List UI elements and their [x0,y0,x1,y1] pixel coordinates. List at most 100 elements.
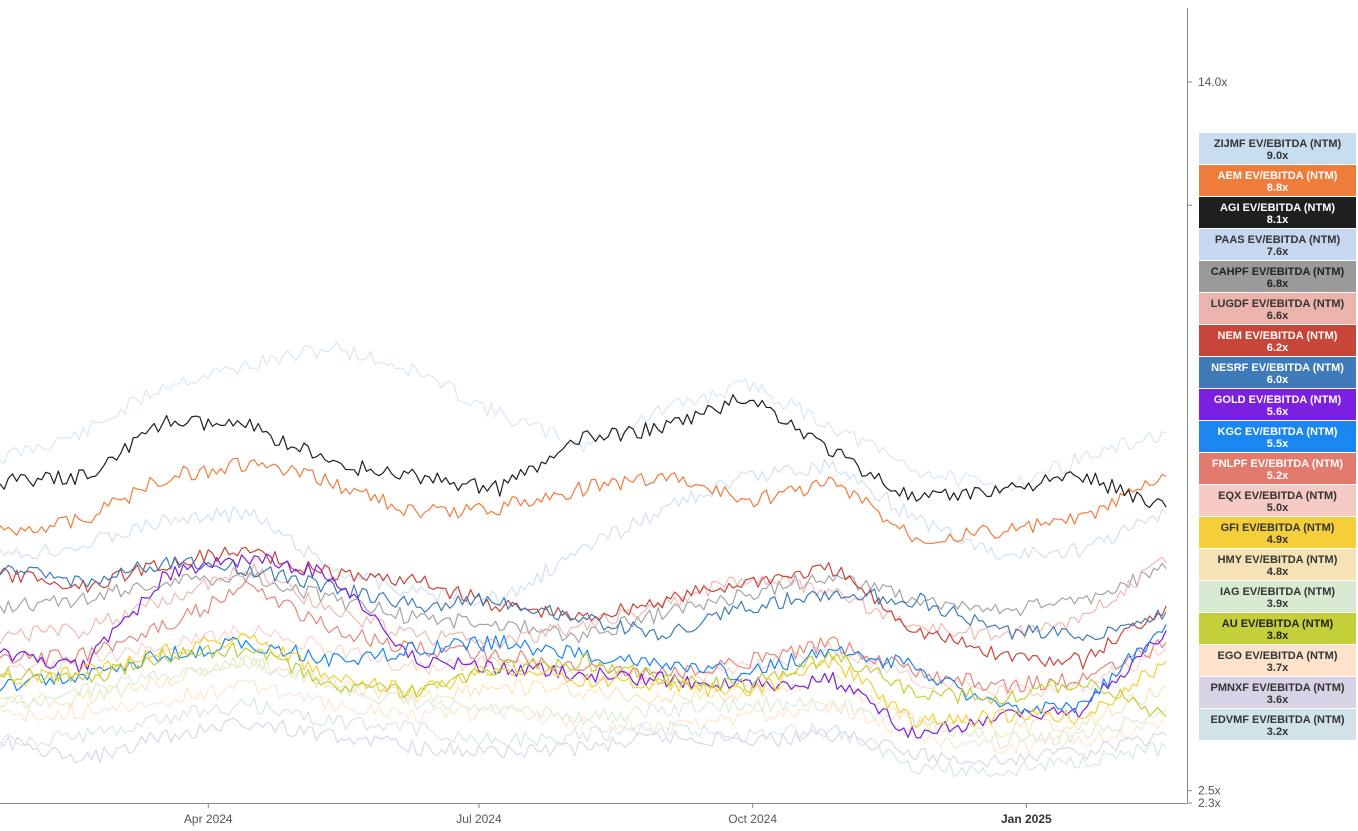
legend-series-name: PMNXF EV/EBITDA (NTM) [1210,682,1344,694]
legend-swatch [1199,549,1356,580]
legend-item-eqx[interactable]: EQX EV/EBITDA (NTM)5.0x [1199,485,1356,516]
series-line-au [0,642,1167,718]
legend-swatch [1199,229,1356,260]
legend-series-name: CAHPF EV/EBITDA (NTM) [1211,266,1345,278]
legend-item-fnlpf[interactable]: FNLPF EV/EBITDA (NTM)5.2x [1199,453,1356,484]
legend-series-value: 6.2x [1267,342,1289,354]
legend-swatch [1199,325,1356,356]
series-line-pmnxf [0,717,1167,768]
legend-swatch [1199,677,1356,708]
series-line-gfi [0,632,1167,728]
x-tick-label: Jul 2024 [456,812,502,826]
series-line-lugdf [0,556,1167,650]
legend-series-value: 8.1x [1267,214,1289,226]
legend-swatch [1199,645,1356,676]
legend-item-nem[interactable]: NEM EV/EBITDA (NTM)6.2x [1199,325,1356,356]
legend-swatch [1199,517,1356,548]
legend-swatch [1199,421,1356,452]
legend-series-name: EGO EV/EBITDA (NTM) [1218,650,1338,662]
legend-series-name: AEM EV/EBITDA (NTM) [1218,170,1338,182]
series-line-nem [0,546,1167,670]
legend-series-name: IAG EV/EBITDA (NTM) [1220,586,1335,598]
legend-swatch [1199,389,1356,420]
series-line-paas [0,458,1167,608]
legend-series-name: KGC EV/EBITDA (NTM) [1218,426,1338,438]
legend-item-iag[interactable]: IAG EV/EBITDA (NTM)3.9x [1199,581,1356,612]
legend-swatch [1199,453,1356,484]
series-line-fnlpf [0,580,1167,694]
legend-item-agi[interactable]: AGI EV/EBITDA (NTM)8.1x [1199,197,1356,228]
y-tick-label: 2.3x [1198,796,1221,810]
legend-series-name: EQX EV/EBITDA (NTM) [1218,490,1337,502]
legend-series-value: 3.2x [1267,726,1289,738]
legend-series-value: 4.8x [1267,566,1289,578]
x-axis-ticks: Apr 2024 Jul 2024 Oct 2024 Jan 2025 [184,803,1052,826]
legend-series-value: 5.2x [1267,470,1289,482]
legend-item-hmy[interactable]: HMY EV/EBITDA (NTM)4.8x [1199,549,1356,580]
x-tick-label: Apr 2024 [184,812,233,826]
series-line-agi [0,394,1167,509]
legend-series-name: NESRF EV/EBITDA (NTM) [1211,362,1344,374]
legend-swatch [1199,293,1356,324]
legend-series-value: 3.7x [1267,662,1289,674]
legend-swatch [1199,133,1356,164]
series-line-eqx [0,624,1167,699]
legend-series-value: 3.8x [1267,630,1289,642]
y-tick-label: 14.0x [1198,75,1227,89]
legend-series-name: AU EV/EBITDA (NTM) [1222,618,1334,630]
legend-series-name: GOLD EV/EBITDA (NTM) [1214,394,1342,406]
legend-series-name: PAAS EV/EBITDA (NTM) [1215,234,1341,246]
legend-swatch [1199,709,1356,740]
series-line-edvmf [0,697,1167,778]
series-lines [0,341,1167,778]
legend-item-cahpf[interactable]: CAHPF EV/EBITDA (NTM)6.8x [1199,261,1356,292]
x-tick-label: Oct 2024 [728,812,777,826]
legend-series-value: 5.5x [1267,438,1289,450]
legend-series-value: 5.0x [1267,502,1289,514]
x-tick-label: Jan 2025 [1001,812,1052,826]
legend-item-gold[interactable]: GOLD EV/EBITDA (NTM)5.6x [1199,389,1356,420]
legend-item-aem[interactable]: AEM EV/EBITDA (NTM)8.8x [1199,165,1356,196]
y-tick-label: 2.5x [1198,784,1221,798]
series-line-ego [0,679,1167,754]
legend-series-name: ZIJMF EV/EBITDA (NTM) [1214,138,1342,150]
legend-series-value: 9.0x [1267,150,1289,162]
legend-series-name: AGI EV/EBITDA (NTM) [1220,202,1335,214]
series-line-iag [0,656,1167,749]
legend-series-name: HMY EV/EBITDA (NTM) [1218,554,1338,566]
legend-series-value: 5.6x [1267,406,1289,418]
legend-swatch [1199,357,1356,388]
legend-item-paas[interactable]: PAAS EV/EBITDA (NTM)7.6x [1199,229,1356,260]
legend-series-value: 6.8x [1267,278,1289,290]
legend-swatch [1199,581,1356,612]
legend-item-pmnxf[interactable]: PMNXF EV/EBITDA (NTM)3.6x [1199,677,1356,708]
legend-swatch [1199,485,1356,516]
legend-item-nesrf[interactable]: NESRF EV/EBITDA (NTM)6.0x [1199,357,1356,388]
legend-swatch [1199,165,1356,196]
legend-swatch [1199,261,1356,292]
series-line-aem [0,457,1167,544]
legend-item-edvmf[interactable]: EDVMF EV/EBITDA (NTM)3.2x [1199,709,1356,740]
legend-item-lugdf[interactable]: LUGDF EV/EBITDA (NTM)6.6x [1199,293,1356,324]
legend-series-name: NEM EV/EBITDA (NTM) [1218,330,1338,342]
legend-item-ego[interactable]: EGO EV/EBITDA (NTM)3.7x [1199,645,1356,676]
series-line-kgc [0,624,1167,715]
legend-item-au[interactable]: AU EV/EBITDA (NTM)3.8x [1199,613,1356,644]
legend-swatch [1199,613,1356,644]
legend-series-value: 6.6x [1267,310,1289,322]
legend-series-name: EDVMF EV/EBITDA (NTM) [1210,714,1344,726]
legend-series-name: FNLPF EV/EBITDA (NTM) [1212,458,1343,470]
legend-series-value: 6.0x [1267,374,1289,386]
series-line-zijmf [0,341,1167,496]
legend-series-value: 3.6x [1267,694,1289,706]
legend-series-name: LUGDF EV/EBITDA (NTM) [1211,298,1345,310]
legend-swatch [1199,197,1356,228]
legend-series-value: 4.9x [1267,534,1289,546]
legend-series-value: 3.9x [1267,598,1289,610]
legend-item-kgc[interactable]: KGC EV/EBITDA (NTM)5.5x [1199,421,1356,452]
legend-item-zijmf[interactable]: ZIJMF EV/EBITDA (NTM)9.0x [1199,133,1356,164]
legend-series-value: 7.6x [1267,246,1289,258]
legend-item-gfi[interactable]: GFI EV/EBITDA (NTM)4.9x [1199,517,1356,548]
